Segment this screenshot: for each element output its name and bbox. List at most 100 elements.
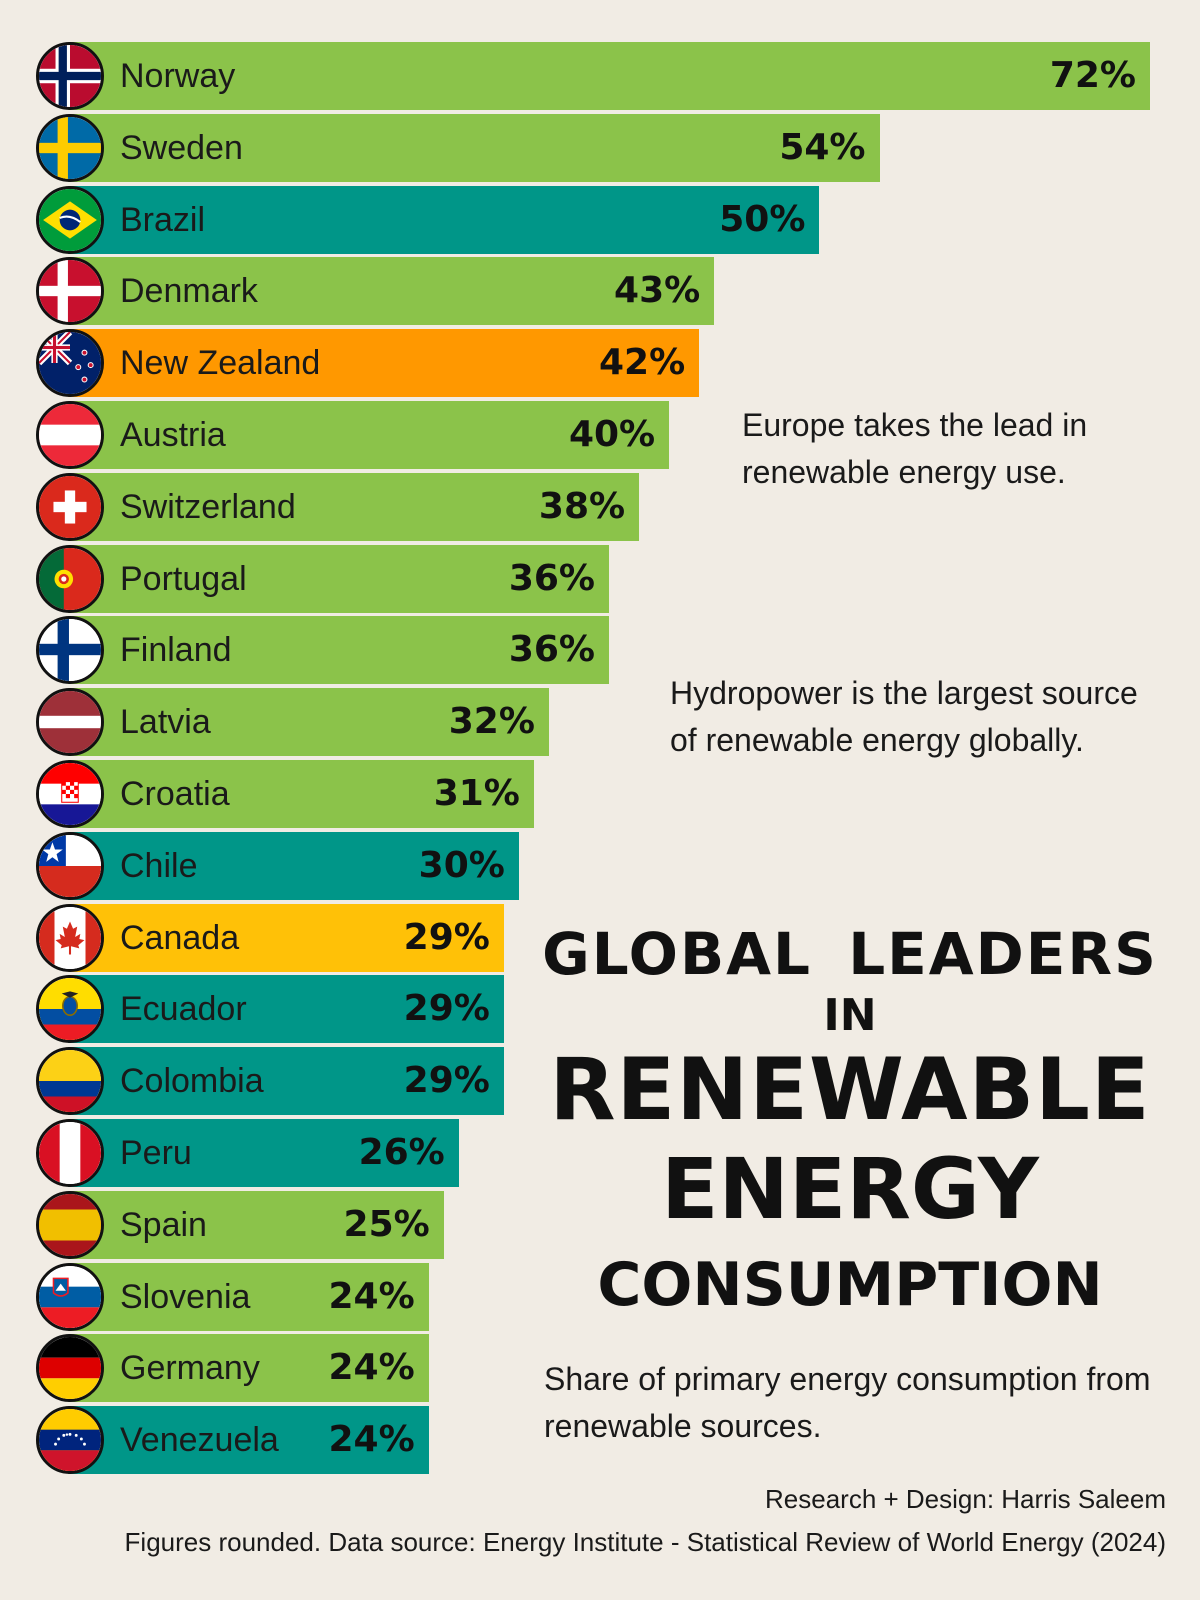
credit-text: Research + Design: Harris Saleem (765, 1484, 1166, 1514)
value-label-brazil: 50% (719, 198, 806, 240)
bar-chart: Norway 72% Sweden 54% Brazil 50% Denmark 43% New… (0, 42, 1200, 1475)
bar-row-switzerland: Switzerland 38% (0, 472, 1200, 541)
bar-label-slovenia: Slovenia (120, 1277, 251, 1316)
bar-label-brazil: Brazil (120, 200, 206, 239)
bar-canada (68, 903, 504, 972)
bar-label-austria: Austria (120, 416, 226, 454)
value-label-chile: 30% (418, 844, 505, 886)
bar-row-denmark: Denmark 43% (0, 257, 1200, 326)
bar-label-venezuela: Venezuela (120, 1421, 279, 1460)
value-label-germany: 24% (328, 1347, 415, 1389)
bar-label-chile: Chile (120, 846, 198, 885)
latvia-flag-icon (36, 688, 104, 757)
bar-croatia (68, 760, 534, 828)
bar-row-finland: Finland 36% (0, 616, 1200, 685)
value-label-peru: 26% (358, 1132, 445, 1173)
value-label-slovenia: 24% (328, 1275, 415, 1317)
bar-slovenia (68, 1262, 429, 1331)
bar-row-canada: Canada 29% (0, 903, 1200, 972)
value-label-sweden: 54% (779, 126, 866, 168)
bar-row-brazil: Brazil 50% (0, 185, 1200, 254)
bar-row-peru: Peru 26% (0, 1119, 1200, 1187)
value-label-latvia: 32% (448, 701, 535, 743)
new-zealand-flag-icon (36, 329, 104, 398)
bar-spain (68, 1190, 444, 1259)
title-line-5: CONSUMPTION (597, 1250, 1103, 1320)
bar-label-new-zealand: New Zealand (120, 344, 321, 383)
annotation-europe: Europe takes the lead in renewable energ… (742, 407, 1088, 490)
value-label-denmark: 43% (614, 270, 701, 312)
bar-row-norway: Norway 72% (0, 42, 1200, 110)
bar-row-austria: Austria 40% (0, 401, 1200, 469)
bar-row-venezuela: Venezuela 24% (0, 1406, 1200, 1475)
bar-colombia (68, 1047, 504, 1116)
title-line-3: RENEWABLE (549, 1040, 1151, 1140)
bar-label-denmark: Denmark (120, 272, 258, 311)
bar-row-croatia: Croatia 31% (0, 760, 1200, 828)
bar-row-sweden: Sweden 54% (0, 113, 1200, 182)
bar-row-colombia: Colombia 29% (0, 1047, 1200, 1116)
bar-norway (68, 42, 1150, 110)
austria-flag-icon (36, 401, 104, 469)
bar-label-norway: Norway (120, 57, 236, 95)
croatia-flag-icon (36, 760, 104, 828)
bar-label-croatia: Croatia (120, 775, 230, 813)
bar-label-sweden: Sweden (120, 128, 243, 167)
bar-switzerland (68, 472, 640, 541)
brazil-flag-icon (36, 185, 104, 254)
canada-flag-icon (36, 903, 104, 972)
ecuador-flag-icon (36, 975, 104, 1044)
bar-latvia (68, 688, 549, 757)
bar-denmark (68, 257, 715, 326)
bar-sweden (68, 113, 880, 182)
bar-label-finland: Finland (120, 631, 232, 670)
colombia-flag-icon (36, 1047, 104, 1116)
value-label-new-zealand: 42% (599, 342, 686, 384)
chile-flag-icon (36, 831, 104, 900)
bar-label-latvia: Latvia (120, 703, 211, 742)
bar-portugal (68, 544, 609, 613)
source-text: Figures rounded. Data source: Energy Ins… (124, 1527, 1166, 1557)
bar-venezuela (68, 1406, 429, 1475)
bar-new-zealand (68, 329, 700, 398)
bar-row-slovenia: Slovenia 24% (0, 1262, 1200, 1331)
germany-flag-icon (36, 1334, 104, 1403)
value-label-finland: 36% (508, 629, 595, 671)
bar-row-spain: Spain 25% (0, 1190, 1200, 1259)
bar-chile (68, 831, 519, 900)
bar-peru (68, 1119, 459, 1187)
chart-subtitle: Share of primary energy consumption from… (544, 1361, 1151, 1444)
value-label-colombia: 29% (403, 1060, 490, 1102)
title-line-2: IN (823, 990, 877, 1041)
portugal-flag-icon (36, 544, 104, 613)
value-label-switzerland: 38% (538, 485, 626, 527)
bar-ecuador (68, 975, 504, 1044)
switzerland-flag-icon (36, 472, 104, 541)
bar-label-canada: Canada (120, 918, 240, 957)
bar-label-spain: Spain (120, 1205, 207, 1244)
value-label-austria: 40% (568, 414, 656, 455)
bar-brazil (68, 185, 820, 254)
value-label-venezuela: 24% (328, 1419, 415, 1461)
title-line-4: ENERGY (661, 1140, 1039, 1238)
bar-finland (68, 616, 609, 685)
slovenia-flag-icon (36, 1262, 104, 1331)
bar-row-latvia: Latvia 32% (0, 688, 1200, 757)
venezuela-flag-icon (36, 1406, 104, 1475)
bar-row-germany: Germany 24% (0, 1334, 1200, 1403)
value-label-portugal: 36% (508, 557, 595, 599)
bar-row-ecuador: Ecuador 29% (0, 975, 1200, 1044)
bar-label-switzerland: Switzerland (120, 487, 296, 526)
bar-austria (68, 401, 670, 469)
bar-germany (68, 1334, 429, 1403)
bar-row-portugal: Portugal 36% (0, 544, 1200, 613)
value-label-ecuador: 29% (403, 988, 490, 1030)
spain-flag-icon (36, 1190, 104, 1259)
denmark-flag-icon (36, 257, 104, 326)
norway-flag-icon (36, 42, 104, 110)
bar-row-chile: Chile 30% (0, 831, 1200, 900)
bar-row-new-zealand: New Zealand 42% (0, 329, 1200, 398)
value-label-croatia: 31% (433, 773, 520, 814)
bar-label-ecuador: Ecuador (120, 990, 247, 1029)
finland-flag-icon (36, 616, 104, 685)
